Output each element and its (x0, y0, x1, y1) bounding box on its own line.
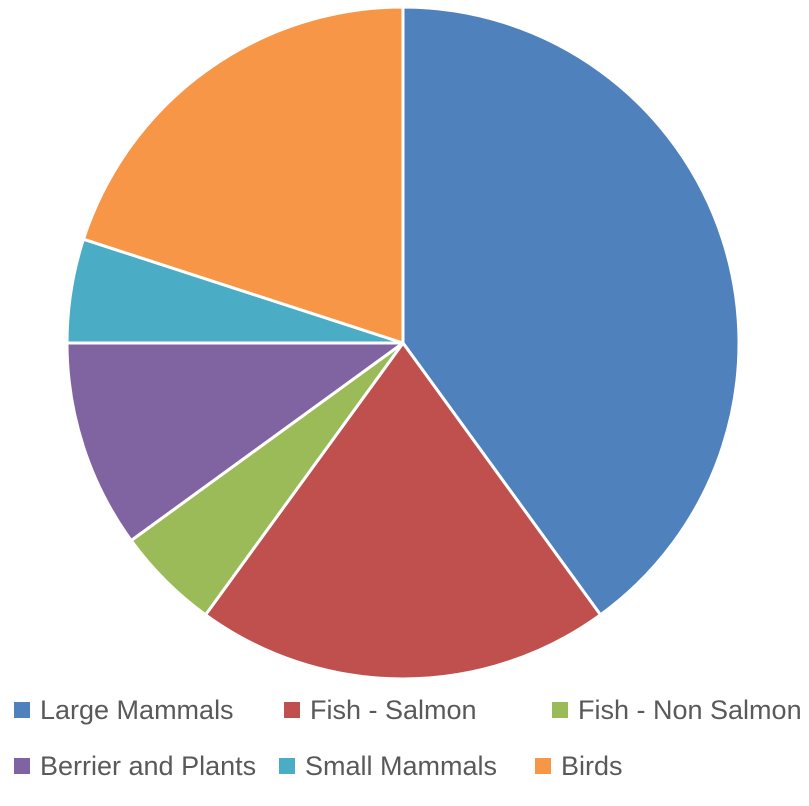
legend-swatch (14, 702, 30, 718)
legend-item-berrier-and-plants: Berrier and Plants (14, 746, 256, 786)
legend-label: Small Mammals (305, 750, 498, 781)
legend-item-birds: Birds (535, 746, 623, 786)
legend-swatch (284, 702, 300, 718)
legend-label: Birds (561, 750, 623, 781)
legend-swatch (279, 758, 295, 774)
pie-slice-fish-salmon (204, 341, 602, 681)
pie-slice-birds (81, 5, 405, 345)
legend-swatch (552, 702, 568, 718)
legend-item-large-mammals: Large Mammals (14, 690, 234, 730)
pie-slices (65, 5, 741, 681)
legend-label: Fish - Non Salmon (578, 694, 802, 725)
legend-item-fish-salmon: Fish - Salmon (284, 690, 477, 730)
legend-label: Berrier and Plants (40, 750, 257, 781)
legend-item-fish-non-salmon: Fish - Non Salmon (552, 690, 802, 730)
pie-slice-berrier-and-plants (65, 341, 405, 542)
legend-swatch (535, 758, 551, 774)
legend-swatch (14, 758, 30, 774)
legend-label: Fish - Salmon (310, 694, 477, 725)
legend-label: Large Mammals (40, 694, 234, 725)
pie-slice-large-mammals (401, 5, 741, 617)
legend-item-small-mammals: Small Mammals (279, 746, 497, 786)
